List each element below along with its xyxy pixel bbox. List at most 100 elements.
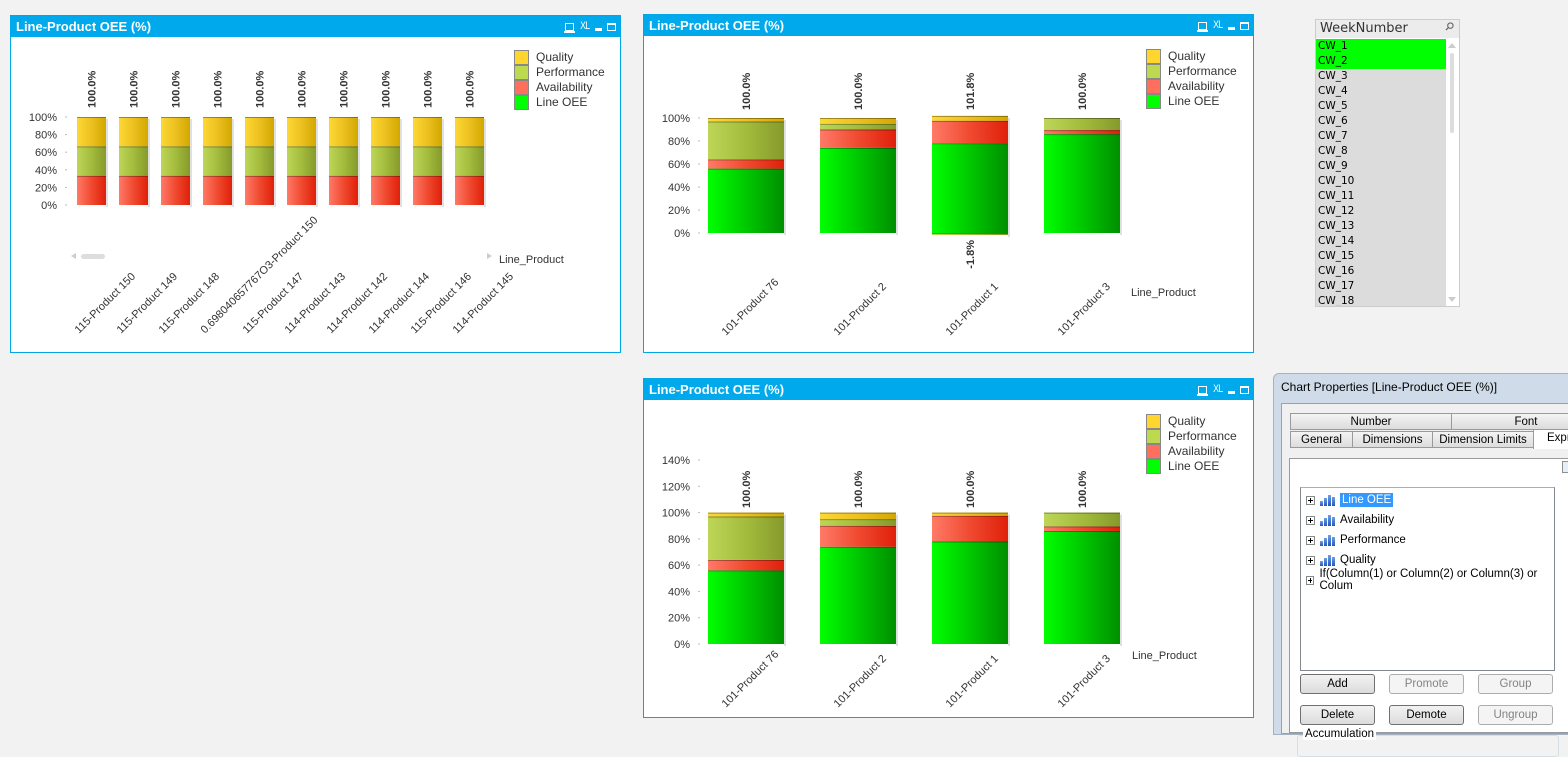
promote-button[interactable]: Promote	[1389, 674, 1464, 694]
x-tick-label: 101-Product 76	[720, 276, 782, 338]
x-tick-label: 101-Product 2	[832, 653, 889, 710]
minimize-icon[interactable]	[1228, 391, 1235, 394]
delete-button[interactable]: Delete	[1300, 705, 1375, 725]
listbox-item[interactable]: CW_7	[1318, 130, 1348, 142]
listbox-item[interactable]: CW_18	[1318, 295, 1355, 306]
listbox-item[interactable]: CW_16	[1318, 265, 1355, 277]
bar-segment-availability	[161, 175, 190, 205]
search-icon[interactable]	[1445, 22, 1454, 31]
chart-caption[interactable]: Line-Product OEE (%) XL	[644, 15, 1253, 36]
listbox-item[interactable]: CW_17	[1318, 280, 1355, 292]
bar-chart-icon	[1320, 534, 1335, 546]
bar-segment-performance	[329, 146, 358, 176]
add-button[interactable]: Add	[1300, 674, 1375, 694]
expression-item[interactable]: Line OEE	[1306, 491, 1394, 509]
chart-panel-1[interactable]: Line-Product OEE (%) XL 0% 20% 40% 60% 80% 10…	[10, 15, 621, 353]
tab-font[interactable]: Font	[1451, 413, 1568, 430]
listbox-item[interactable]: CW_8	[1318, 145, 1348, 157]
y-tick-label: 40%	[668, 182, 690, 194]
listbox-item[interactable]: CW_11	[1318, 190, 1355, 202]
listbox-item[interactable]: CW_2	[1316, 54, 1446, 69]
bar-chart-icon	[1320, 554, 1335, 566]
chart-title: Line-Product OEE (%)	[649, 18, 785, 33]
expand-icon[interactable]	[1306, 535, 1315, 545]
chart-panel-3[interactable]: Line-Product OEE (%) XL 0% 20% 40% 60% 80% 10…	[643, 378, 1254, 718]
listbox-item[interactable]: CW_9	[1318, 160, 1348, 172]
listbox-item[interactable]: CW_1	[1316, 39, 1446, 54]
expressions-tree[interactable]: Line OEE Availability Performance Quality If…	[1300, 487, 1555, 671]
total-label: 100.0%	[965, 470, 977, 508]
print-icon[interactable]	[1196, 21, 1208, 32]
chart-panel-2[interactable]: Line-Product OEE (%) XL 0% 20% 40% 60% 80% 10…	[643, 14, 1254, 353]
scroll-thumb[interactable]	[81, 254, 105, 259]
tab-expressions[interactable]: Expr	[1533, 429, 1568, 449]
scroll-down-icon[interactable]	[1448, 297, 1456, 302]
xl-icon[interactable]: XL	[1212, 19, 1223, 31]
tab-general[interactable]: General	[1290, 431, 1353, 448]
weeknumber-listbox[interactable]: WeekNumber CW_1 CW_2 CW_3 CW_4 CW_5 CW_6 CW_7 C…	[1315, 19, 1460, 307]
scroll-right-icon[interactable]	[487, 253, 492, 259]
expression-item[interactable]: Performance	[1306, 531, 1406, 549]
ungroup-button[interactable]: Ungroup	[1478, 705, 1553, 725]
maximize-icon[interactable]	[607, 22, 616, 31]
expand-icon[interactable]	[1306, 495, 1315, 505]
expression-item[interactable]: If(Column(1) or Column(2) or Column(3) o…	[1306, 568, 1554, 592]
chart-properties-dialog[interactable]: Chart Properties [Line-Product OEE (%)] …	[1273, 373, 1568, 757]
bar-segment-performance	[287, 146, 316, 176]
total-label: 100.0%	[129, 70, 141, 108]
bar-stack	[932, 115, 1010, 238]
bar-stack	[708, 512, 786, 646]
listbox-item[interactable]: CW_3	[1318, 70, 1348, 82]
expression-item[interactable]: Availability	[1306, 511, 1394, 529]
expand-icon[interactable]	[1306, 575, 1315, 585]
listbox-item[interactable]: CW_10	[1318, 175, 1355, 187]
group-button[interactable]: Group	[1478, 674, 1553, 694]
listbox-header: WeekNumber	[1316, 20, 1459, 38]
maximize-icon[interactable]	[1240, 21, 1249, 30]
bar-segment-performance	[161, 146, 190, 176]
maximize-icon[interactable]	[1240, 385, 1249, 394]
scroll-left-icon[interactable]	[71, 253, 76, 259]
listbox-item[interactable]: CW_12	[1318, 205, 1355, 217]
bar-stack	[1044, 512, 1122, 646]
listbox-item[interactable]: CW_14	[1318, 235, 1355, 247]
bar-shadow	[400, 119, 402, 207]
y-tick-label: 20%	[668, 205, 690, 217]
xl-icon[interactable]: XL	[1212, 383, 1223, 395]
horizontal-scrollbar[interactable]	[71, 253, 492, 259]
bar-stack	[371, 117, 402, 207]
minimize-icon[interactable]	[1228, 27, 1235, 30]
bar-segment-availability	[1044, 130, 1120, 135]
listbox-item[interactable]: CW_4	[1318, 85, 1348, 97]
minimize-icon[interactable]	[595, 28, 602, 31]
listbox-item[interactable]: CW_5	[1318, 100, 1348, 112]
listbox-scrollbar[interactable]	[1447, 41, 1457, 304]
tab-dimension-limits[interactable]: Dimension Limits	[1432, 431, 1534, 448]
listbox-item[interactable]: CW_13	[1318, 220, 1355, 232]
x-axis-title: Line_Product	[1131, 287, 1196, 299]
bar-shadow	[442, 119, 444, 207]
print-icon[interactable]	[563, 22, 575, 33]
listbox-item[interactable]: CW_15	[1318, 250, 1355, 262]
chart-caption[interactable]: Line-Product OEE (%) XL	[644, 379, 1253, 400]
bar-segment-quality	[77, 117, 106, 147]
listbox-item[interactable]: CW_6	[1318, 115, 1348, 127]
expand-icon[interactable]	[1306, 555, 1315, 565]
bar-shadow	[1008, 514, 1010, 646]
enable-checkbox[interactable]	[1562, 461, 1568, 473]
bar-segment-availability	[371, 175, 400, 205]
demote-button[interactable]: Demote	[1389, 705, 1464, 725]
print-icon[interactable]	[1196, 385, 1208, 396]
expand-icon[interactable]	[1306, 515, 1315, 525]
tab-number[interactable]: Number	[1290, 413, 1452, 430]
tab-dimensions[interactable]: Dimensions	[1352, 431, 1433, 448]
scroll-up-icon[interactable]	[1448, 43, 1456, 48]
bar-segment-availability	[119, 175, 148, 205]
total-label: 100.0%	[339, 70, 351, 108]
expression-item[interactable]: Quality	[1306, 551, 1376, 569]
xl-icon[interactable]: XL	[579, 20, 590, 32]
bar-stack	[820, 512, 898, 646]
scroll-thumb[interactable]	[1450, 53, 1454, 133]
chart-caption[interactable]: Line-Product OEE (%) XL	[11, 16, 620, 37]
legend-label: Quality	[1168, 414, 1205, 428]
